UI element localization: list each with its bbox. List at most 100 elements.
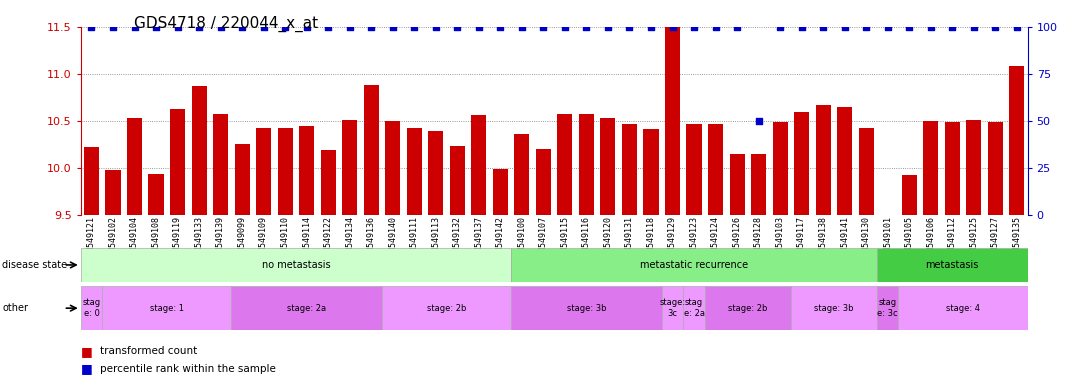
- Bar: [966, 120, 981, 215]
- Point: [147, 24, 165, 30]
- Bar: [579, 114, 594, 215]
- Bar: [730, 154, 745, 215]
- Bar: [536, 149, 551, 215]
- Text: metastatic recurrence: metastatic recurrence: [640, 260, 748, 270]
- Point: [320, 24, 337, 30]
- Point: [384, 24, 401, 30]
- Point: [470, 24, 487, 30]
- Text: stage: 2b: stage: 2b: [728, 304, 767, 313]
- Bar: [364, 85, 379, 215]
- Bar: [511, 248, 877, 282]
- Point: [406, 24, 423, 30]
- Bar: [231, 286, 382, 330]
- Text: stage: 3b: stage: 3b: [815, 304, 853, 313]
- Bar: [622, 124, 637, 215]
- Bar: [102, 286, 231, 330]
- Bar: [557, 114, 572, 215]
- Bar: [773, 122, 788, 215]
- Point: [277, 24, 294, 30]
- Text: stage: 2a: stage: 2a: [287, 304, 326, 313]
- Text: transformed count: transformed count: [100, 346, 197, 356]
- Point: [987, 24, 1004, 30]
- Bar: [923, 121, 938, 215]
- Point: [599, 24, 617, 30]
- Text: disease state: disease state: [2, 260, 68, 270]
- Bar: [127, 118, 142, 215]
- Bar: [148, 174, 164, 215]
- Point: [944, 24, 961, 30]
- Text: stag
e: 2a: stag e: 2a: [683, 298, 705, 318]
- Bar: [321, 150, 336, 215]
- Text: ■: ■: [81, 345, 93, 358]
- Bar: [81, 286, 102, 330]
- Text: stag
e: 3c: stag e: 3c: [877, 298, 898, 318]
- Point: [556, 24, 574, 30]
- Bar: [816, 105, 831, 215]
- Point: [621, 24, 638, 30]
- Point: [492, 24, 509, 30]
- Bar: [877, 248, 1028, 282]
- Text: stag
e: 0: stag e: 0: [83, 298, 100, 318]
- Point: [449, 24, 466, 30]
- Point: [83, 24, 100, 30]
- Bar: [988, 122, 1003, 215]
- Point: [815, 24, 832, 30]
- Text: ■: ■: [81, 362, 93, 375]
- Point: [233, 24, 251, 30]
- Point: [965, 24, 982, 30]
- Point: [922, 24, 939, 30]
- Bar: [945, 122, 960, 215]
- Text: GDS4718 / 220044_x_at: GDS4718 / 220044_x_at: [134, 15, 318, 31]
- Point: [104, 24, 122, 30]
- Bar: [84, 147, 99, 215]
- Point: [190, 24, 208, 30]
- Bar: [686, 124, 702, 215]
- Point: [363, 24, 380, 30]
- Bar: [859, 129, 874, 215]
- Point: [750, 118, 767, 124]
- Bar: [837, 107, 852, 215]
- Point: [341, 24, 358, 30]
- Text: stage:
3c: stage: 3c: [660, 298, 685, 318]
- Bar: [880, 215, 895, 231]
- Point: [664, 24, 681, 30]
- Bar: [751, 154, 766, 215]
- Point: [126, 24, 143, 30]
- Bar: [342, 120, 357, 215]
- Bar: [708, 124, 723, 215]
- Bar: [256, 129, 271, 215]
- Point: [901, 24, 918, 30]
- Point: [836, 24, 853, 30]
- Bar: [213, 114, 228, 215]
- Text: no metastasis: no metastasis: [261, 260, 330, 270]
- Bar: [382, 286, 511, 330]
- Bar: [385, 121, 400, 215]
- Bar: [450, 146, 465, 215]
- Bar: [511, 286, 662, 330]
- Text: stage: 2b: stage: 2b: [427, 304, 466, 313]
- Point: [513, 24, 530, 30]
- Point: [685, 24, 703, 30]
- Point: [255, 24, 272, 30]
- Bar: [493, 169, 508, 215]
- Bar: [514, 134, 529, 215]
- Bar: [278, 127, 293, 215]
- Bar: [81, 248, 511, 282]
- Bar: [794, 112, 809, 215]
- Bar: [170, 109, 185, 215]
- Point: [1008, 24, 1025, 30]
- Bar: [600, 118, 615, 215]
- Bar: [428, 131, 443, 215]
- Bar: [662, 286, 683, 330]
- Bar: [192, 86, 207, 215]
- Text: percentile rank within the sample: percentile rank within the sample: [100, 364, 275, 374]
- Bar: [643, 129, 659, 215]
- Point: [212, 24, 229, 30]
- Point: [771, 24, 789, 30]
- Bar: [898, 286, 1028, 330]
- Bar: [1009, 66, 1024, 215]
- Text: stage: 4: stage: 4: [946, 304, 980, 313]
- Bar: [235, 144, 250, 215]
- Bar: [299, 126, 314, 215]
- Bar: [105, 170, 121, 215]
